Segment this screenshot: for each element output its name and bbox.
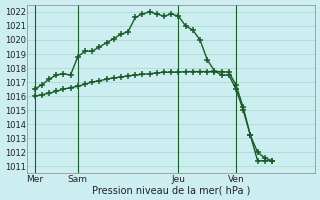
- X-axis label: Pression niveau de la mer( hPa ): Pression niveau de la mer( hPa ): [92, 185, 251, 195]
